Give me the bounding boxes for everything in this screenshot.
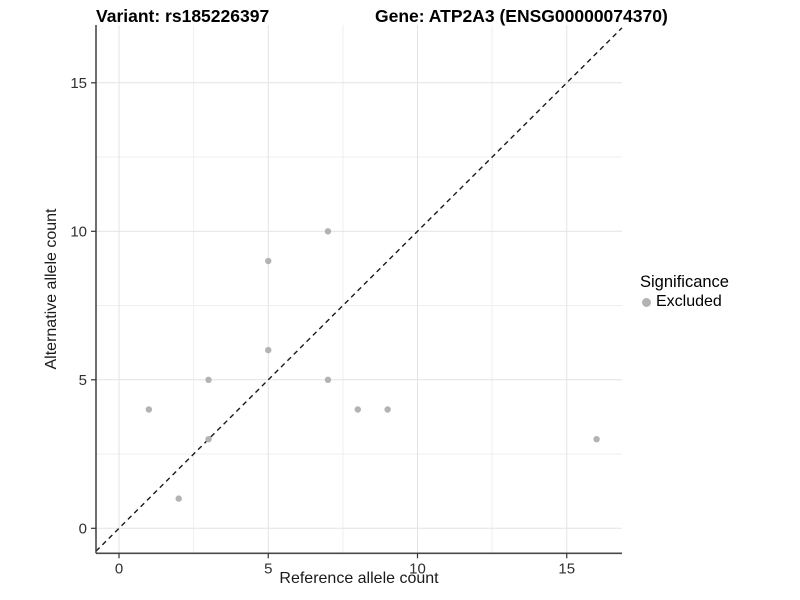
data-point bbox=[205, 436, 212, 443]
y-axis-label: Alternative allele count bbox=[43, 208, 60, 370]
legend-item-label: Excluded bbox=[656, 293, 722, 310]
data-point bbox=[145, 406, 153, 413]
data-point bbox=[324, 228, 332, 235]
variant-title: Variant: rs185226397 bbox=[96, 6, 270, 26]
x-tick-label: 5 bbox=[264, 560, 272, 577]
data-point bbox=[384, 406, 391, 413]
data-point bbox=[205, 376, 212, 383]
data-point bbox=[324, 376, 332, 383]
legend-item-excluded: Excluded bbox=[640, 293, 729, 311]
data-point bbox=[265, 346, 272, 354]
y-tick-label: 0 bbox=[79, 520, 87, 537]
x-tick-label: 15 bbox=[558, 560, 575, 577]
data-point bbox=[354, 406, 361, 413]
y-tick-label: 10 bbox=[70, 223, 87, 240]
identity-line bbox=[95, 27, 623, 552]
y-tick-label: 5 bbox=[79, 372, 87, 389]
x-tick-label: 10 bbox=[409, 560, 426, 577]
data-point bbox=[175, 495, 182, 502]
y-tick-label: 15 bbox=[70, 75, 87, 92]
data-point bbox=[593, 436, 600, 443]
x-axis-label: Reference allele count bbox=[279, 570, 439, 587]
legend-title: Significance bbox=[640, 273, 729, 291]
point-marker-icon bbox=[642, 297, 651, 307]
data-point bbox=[265, 257, 272, 265]
legend: Significance Excluded bbox=[640, 273, 729, 311]
gene-title: Gene: ATP2A3 (ENSG00000074370) bbox=[375, 6, 668, 26]
x-tick-label: 0 bbox=[115, 560, 123, 577]
